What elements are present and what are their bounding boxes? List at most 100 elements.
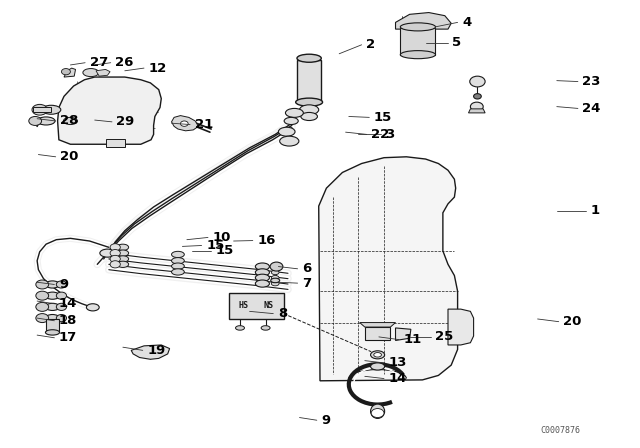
Ellipse shape [401,51,436,59]
Ellipse shape [45,330,60,335]
Circle shape [470,76,485,87]
Ellipse shape [300,105,319,115]
Circle shape [110,244,120,251]
Ellipse shape [42,105,61,114]
Circle shape [110,250,120,257]
Ellipse shape [301,112,317,121]
Text: 28: 28 [60,114,79,128]
Polygon shape [172,116,198,131]
Ellipse shape [255,263,269,270]
Text: C0007876: C0007876 [540,426,580,435]
Text: 22: 22 [371,128,390,141]
Circle shape [36,314,49,323]
Text: 8: 8 [278,307,287,320]
Ellipse shape [37,117,55,125]
Text: 4: 4 [462,16,471,29]
Text: 20: 20 [60,150,79,164]
Ellipse shape [261,326,270,330]
Bar [33,107,51,112]
Text: 11: 11 [403,333,422,346]
Text: 15: 15 [216,244,234,258]
Ellipse shape [172,269,184,275]
Text: 20: 20 [563,315,582,328]
Bar [46,319,59,332]
Circle shape [56,281,67,288]
Text: 9: 9 [321,414,330,427]
Ellipse shape [45,314,60,322]
Circle shape [56,292,67,299]
Text: 13: 13 [388,356,407,370]
Circle shape [36,302,49,311]
Ellipse shape [117,261,129,267]
Polygon shape [396,13,451,29]
Text: NS: NS [264,301,274,310]
Bar [365,327,390,340]
Ellipse shape [371,404,385,418]
Text: 7: 7 [302,276,311,290]
Circle shape [110,261,120,268]
Text: 1: 1 [590,204,599,217]
Bar [106,139,125,147]
Text: HS: HS [238,301,248,310]
Text: 19: 19 [147,344,166,357]
Text: 2: 2 [366,38,375,52]
Text: 6: 6 [302,262,311,276]
Polygon shape [360,323,396,327]
Text: 21: 21 [195,118,213,131]
Text: 26: 26 [115,56,134,69]
Ellipse shape [285,108,303,117]
Polygon shape [96,69,110,76]
Ellipse shape [45,303,60,310]
Ellipse shape [172,263,184,269]
Ellipse shape [278,127,295,136]
Polygon shape [64,68,76,77]
Text: 3: 3 [385,128,394,141]
Polygon shape [468,109,485,113]
Ellipse shape [271,276,279,280]
Circle shape [29,116,42,125]
Text: 5: 5 [452,36,461,49]
Ellipse shape [83,69,99,77]
Text: 24: 24 [582,102,601,115]
Text: 15: 15 [374,111,392,124]
Ellipse shape [100,249,115,257]
Ellipse shape [374,353,381,357]
Circle shape [32,104,47,115]
Ellipse shape [297,54,321,62]
Ellipse shape [284,117,298,125]
Circle shape [56,314,67,322]
Polygon shape [131,345,170,359]
Ellipse shape [271,281,279,286]
Circle shape [270,262,283,271]
Ellipse shape [401,23,436,31]
Ellipse shape [117,244,129,250]
Text: 18: 18 [59,314,77,327]
Ellipse shape [172,258,184,264]
Circle shape [474,94,481,99]
Polygon shape [448,309,474,345]
Text: 9: 9 [59,278,68,291]
Text: 23: 23 [582,75,601,88]
Circle shape [371,409,384,418]
Ellipse shape [296,98,323,106]
Ellipse shape [172,251,184,258]
Bar [229,293,284,319]
Ellipse shape [255,269,269,276]
Ellipse shape [236,326,244,330]
Text: 29: 29 [116,115,135,129]
Ellipse shape [255,274,269,281]
Text: 14: 14 [59,297,77,310]
Text: 10: 10 [212,231,231,244]
Ellipse shape [371,363,385,370]
Ellipse shape [371,351,385,359]
Text: 14: 14 [388,372,407,385]
Text: 27: 27 [90,56,108,69]
Text: 15: 15 [206,239,225,252]
Ellipse shape [63,117,77,125]
Circle shape [56,303,67,310]
Circle shape [180,121,188,126]
Ellipse shape [280,136,299,146]
Ellipse shape [86,304,99,311]
Polygon shape [319,157,458,381]
Ellipse shape [45,281,60,288]
